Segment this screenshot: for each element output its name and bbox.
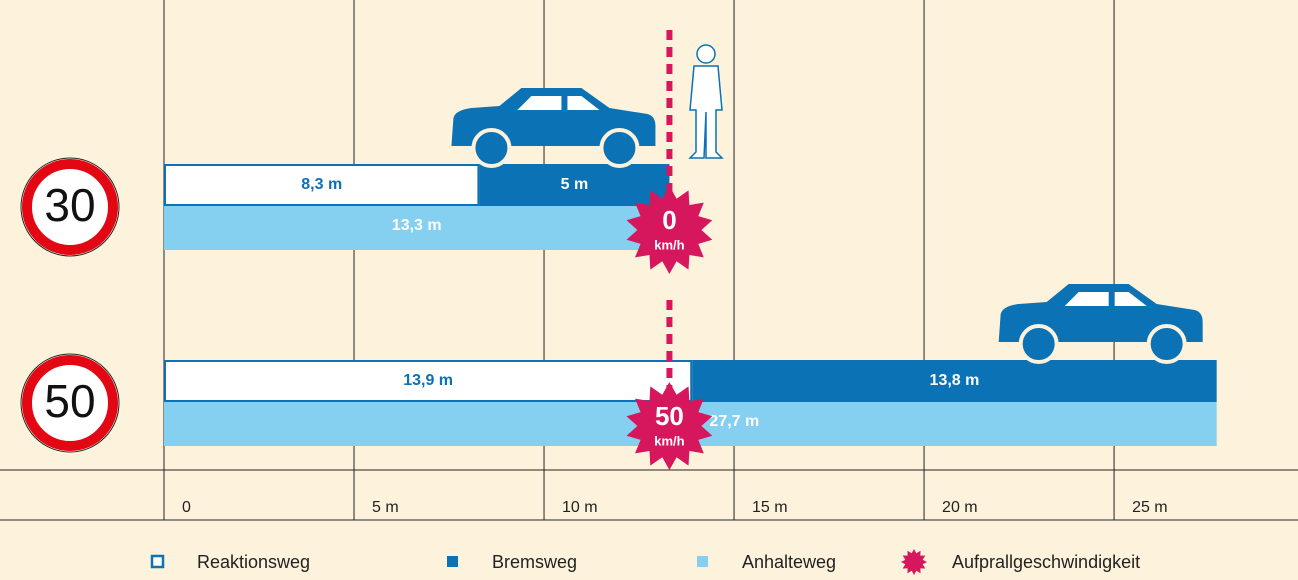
legend-swatch xyxy=(697,556,708,567)
speed-label: 50 xyxy=(44,375,95,427)
value-label: 13,8 m xyxy=(930,372,980,389)
legend-swatch xyxy=(152,556,163,567)
x-tick-label: 20 m xyxy=(942,499,978,516)
x-tick-label: 15 m xyxy=(752,499,788,516)
value-label: 5 m xyxy=(561,176,589,193)
chart: 0 5 m 10 m 15 m 20 m 25 m 30 8,3 m 5 m 13,3 m 0 km… xyxy=(0,0,1298,580)
impact-unit: km/h xyxy=(654,433,684,448)
legend-label: Bremsweg xyxy=(492,552,577,572)
value-label: 13,3 m xyxy=(392,217,442,234)
legend-swatch xyxy=(447,556,458,567)
value-label: 8,3 m xyxy=(301,176,342,193)
car xyxy=(451,88,655,166)
speed-label: 30 xyxy=(44,179,95,231)
x-tick-label: 5 m xyxy=(372,499,399,516)
impact-value: 50 xyxy=(655,401,684,431)
x-tick-label: 10 m xyxy=(562,499,598,516)
pedestrian xyxy=(690,45,722,158)
x-tick-label: 0 xyxy=(182,499,191,516)
car xyxy=(999,284,1203,362)
legend-swatch xyxy=(901,549,927,575)
value-label: 13,9 m xyxy=(403,372,453,389)
legend-label: Anhalteweg xyxy=(742,552,836,572)
legend-label: Reaktionsweg xyxy=(197,552,310,572)
impact-unit: km/h xyxy=(654,237,684,252)
value-label: 27,7 m xyxy=(709,413,759,430)
legend-label: Aufprallgeschwindigkeit xyxy=(952,552,1140,572)
x-tick-label: 25 m xyxy=(1132,499,1168,516)
impact-value: 0 xyxy=(662,205,676,235)
